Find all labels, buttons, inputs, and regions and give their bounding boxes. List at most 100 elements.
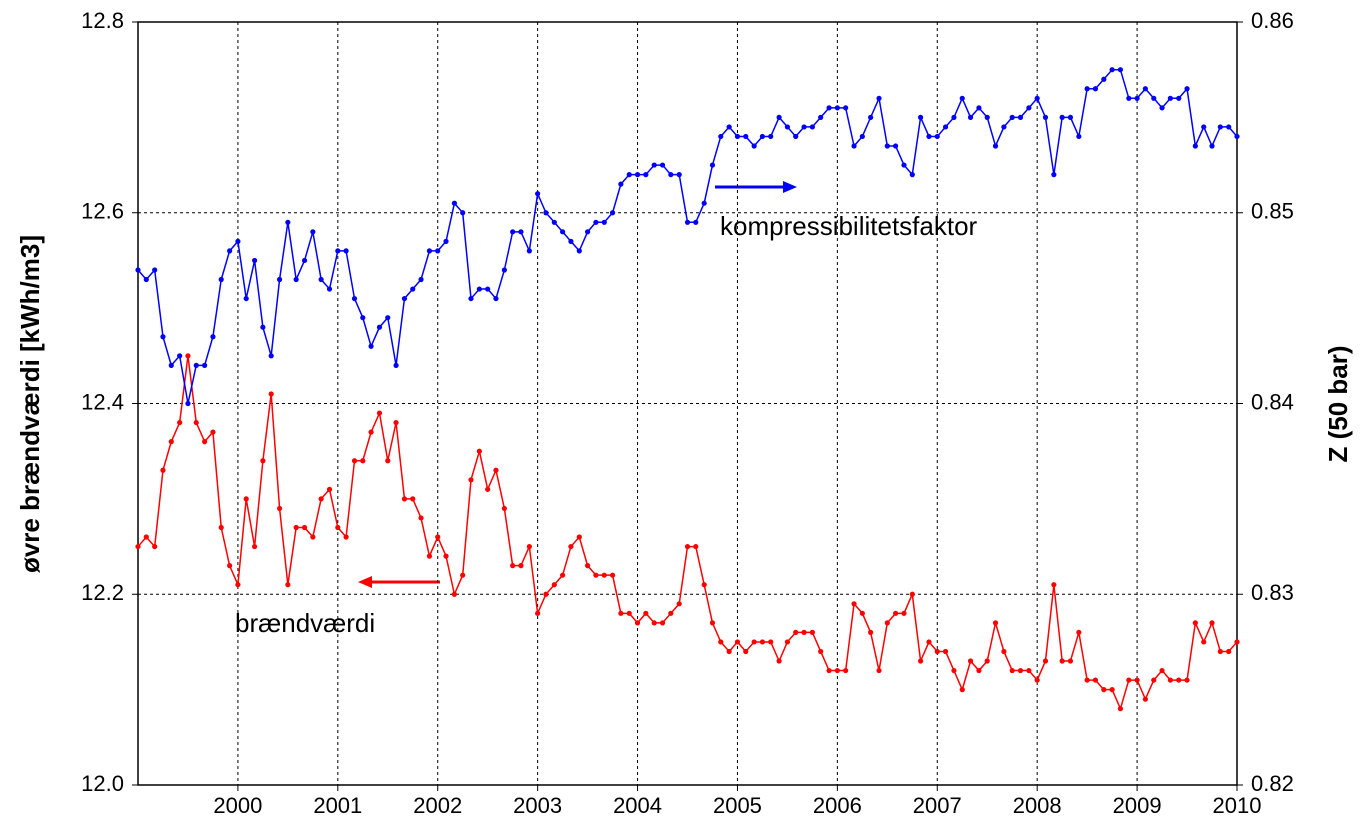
data-point [1134,677,1140,683]
data-point [285,582,291,588]
data-point [193,419,199,426]
data-point [168,362,174,368]
data-point [351,458,358,464]
data-point [143,534,149,540]
data-point [518,563,524,569]
data-point [751,143,757,149]
data-point [967,658,974,664]
data-point [609,210,616,216]
data-point [385,458,391,464]
data-point [210,429,216,435]
data-point [160,334,166,340]
data-point [734,639,741,645]
data-point [177,353,183,359]
data-point [135,543,141,550]
data-point [460,572,466,578]
data-point [410,496,416,502]
data-point [326,286,333,292]
data-point [185,400,191,407]
data-point [1101,76,1107,82]
data-point [959,95,965,101]
data-point [584,563,591,569]
y2-tick-label: 0.85 [1251,199,1294,224]
data-point [318,276,324,283]
data-point [418,515,424,521]
data-point [401,295,408,302]
data-point [393,419,399,426]
data-point [818,114,824,120]
data-point [884,620,890,626]
data-point [676,172,682,178]
data-point [1034,95,1040,101]
data-point [476,448,482,454]
y-axis-label: øvre brændværdi [kWh/m3] [15,235,45,573]
data-point [1059,114,1065,120]
data-point [385,315,391,321]
data-point [360,458,366,464]
data-point [1226,648,1232,655]
data-point [193,362,199,368]
data-point [1084,677,1090,683]
data-point [634,172,641,178]
data-point [801,124,807,130]
data-point [684,219,691,225]
data-point [934,133,940,140]
data-point [1051,172,1057,178]
data-point [668,172,674,178]
data-point [834,105,840,111]
data-point [551,219,557,225]
data-point [526,248,532,254]
annotation: brændværdi [235,608,375,638]
data-point [659,620,666,626]
x-tick-label: 2007 [913,793,962,818]
data-point [1134,95,1140,101]
data-point [227,248,233,254]
data-point [1159,667,1165,674]
y2-tick-label: 0.83 [1251,580,1294,605]
data-point [152,267,158,273]
data-point [917,114,924,120]
data-point [251,543,258,550]
data-point [909,172,915,178]
data-point [335,524,341,531]
data-point [951,114,957,120]
data-point [1167,95,1173,101]
data-point [1226,124,1232,130]
data-point [1117,706,1124,712]
data-point [984,114,990,120]
data-point [351,295,358,302]
data-point [868,114,874,120]
data-point [468,477,474,483]
data-point [959,687,965,693]
data-point [759,639,766,645]
data-point [1217,124,1223,130]
data-point [734,133,741,140]
data-point [1151,95,1157,101]
series-line [137,68,1238,404]
data-point [843,105,849,111]
data-point [177,419,183,426]
data-point [1092,677,1099,683]
data-point [684,543,691,550]
data-point [601,219,607,225]
data-point [243,496,249,502]
data-point [260,324,266,330]
data-point [1076,629,1082,636]
data-point [926,133,932,140]
data-point [1201,124,1207,130]
x-tick-label: 2006 [813,793,862,818]
data-point [1117,67,1124,73]
x-tick-label: 2009 [1113,793,1162,818]
data-point [1126,677,1132,683]
data-point [1217,648,1223,655]
data-point [1142,86,1148,92]
data-point [485,486,491,492]
data-point [768,639,774,645]
data-point [1067,658,1074,664]
data-point [884,143,890,149]
data-point [618,610,624,616]
data-point [293,276,299,283]
data-point [276,276,283,283]
data-point [618,181,624,187]
data-point [435,248,441,254]
